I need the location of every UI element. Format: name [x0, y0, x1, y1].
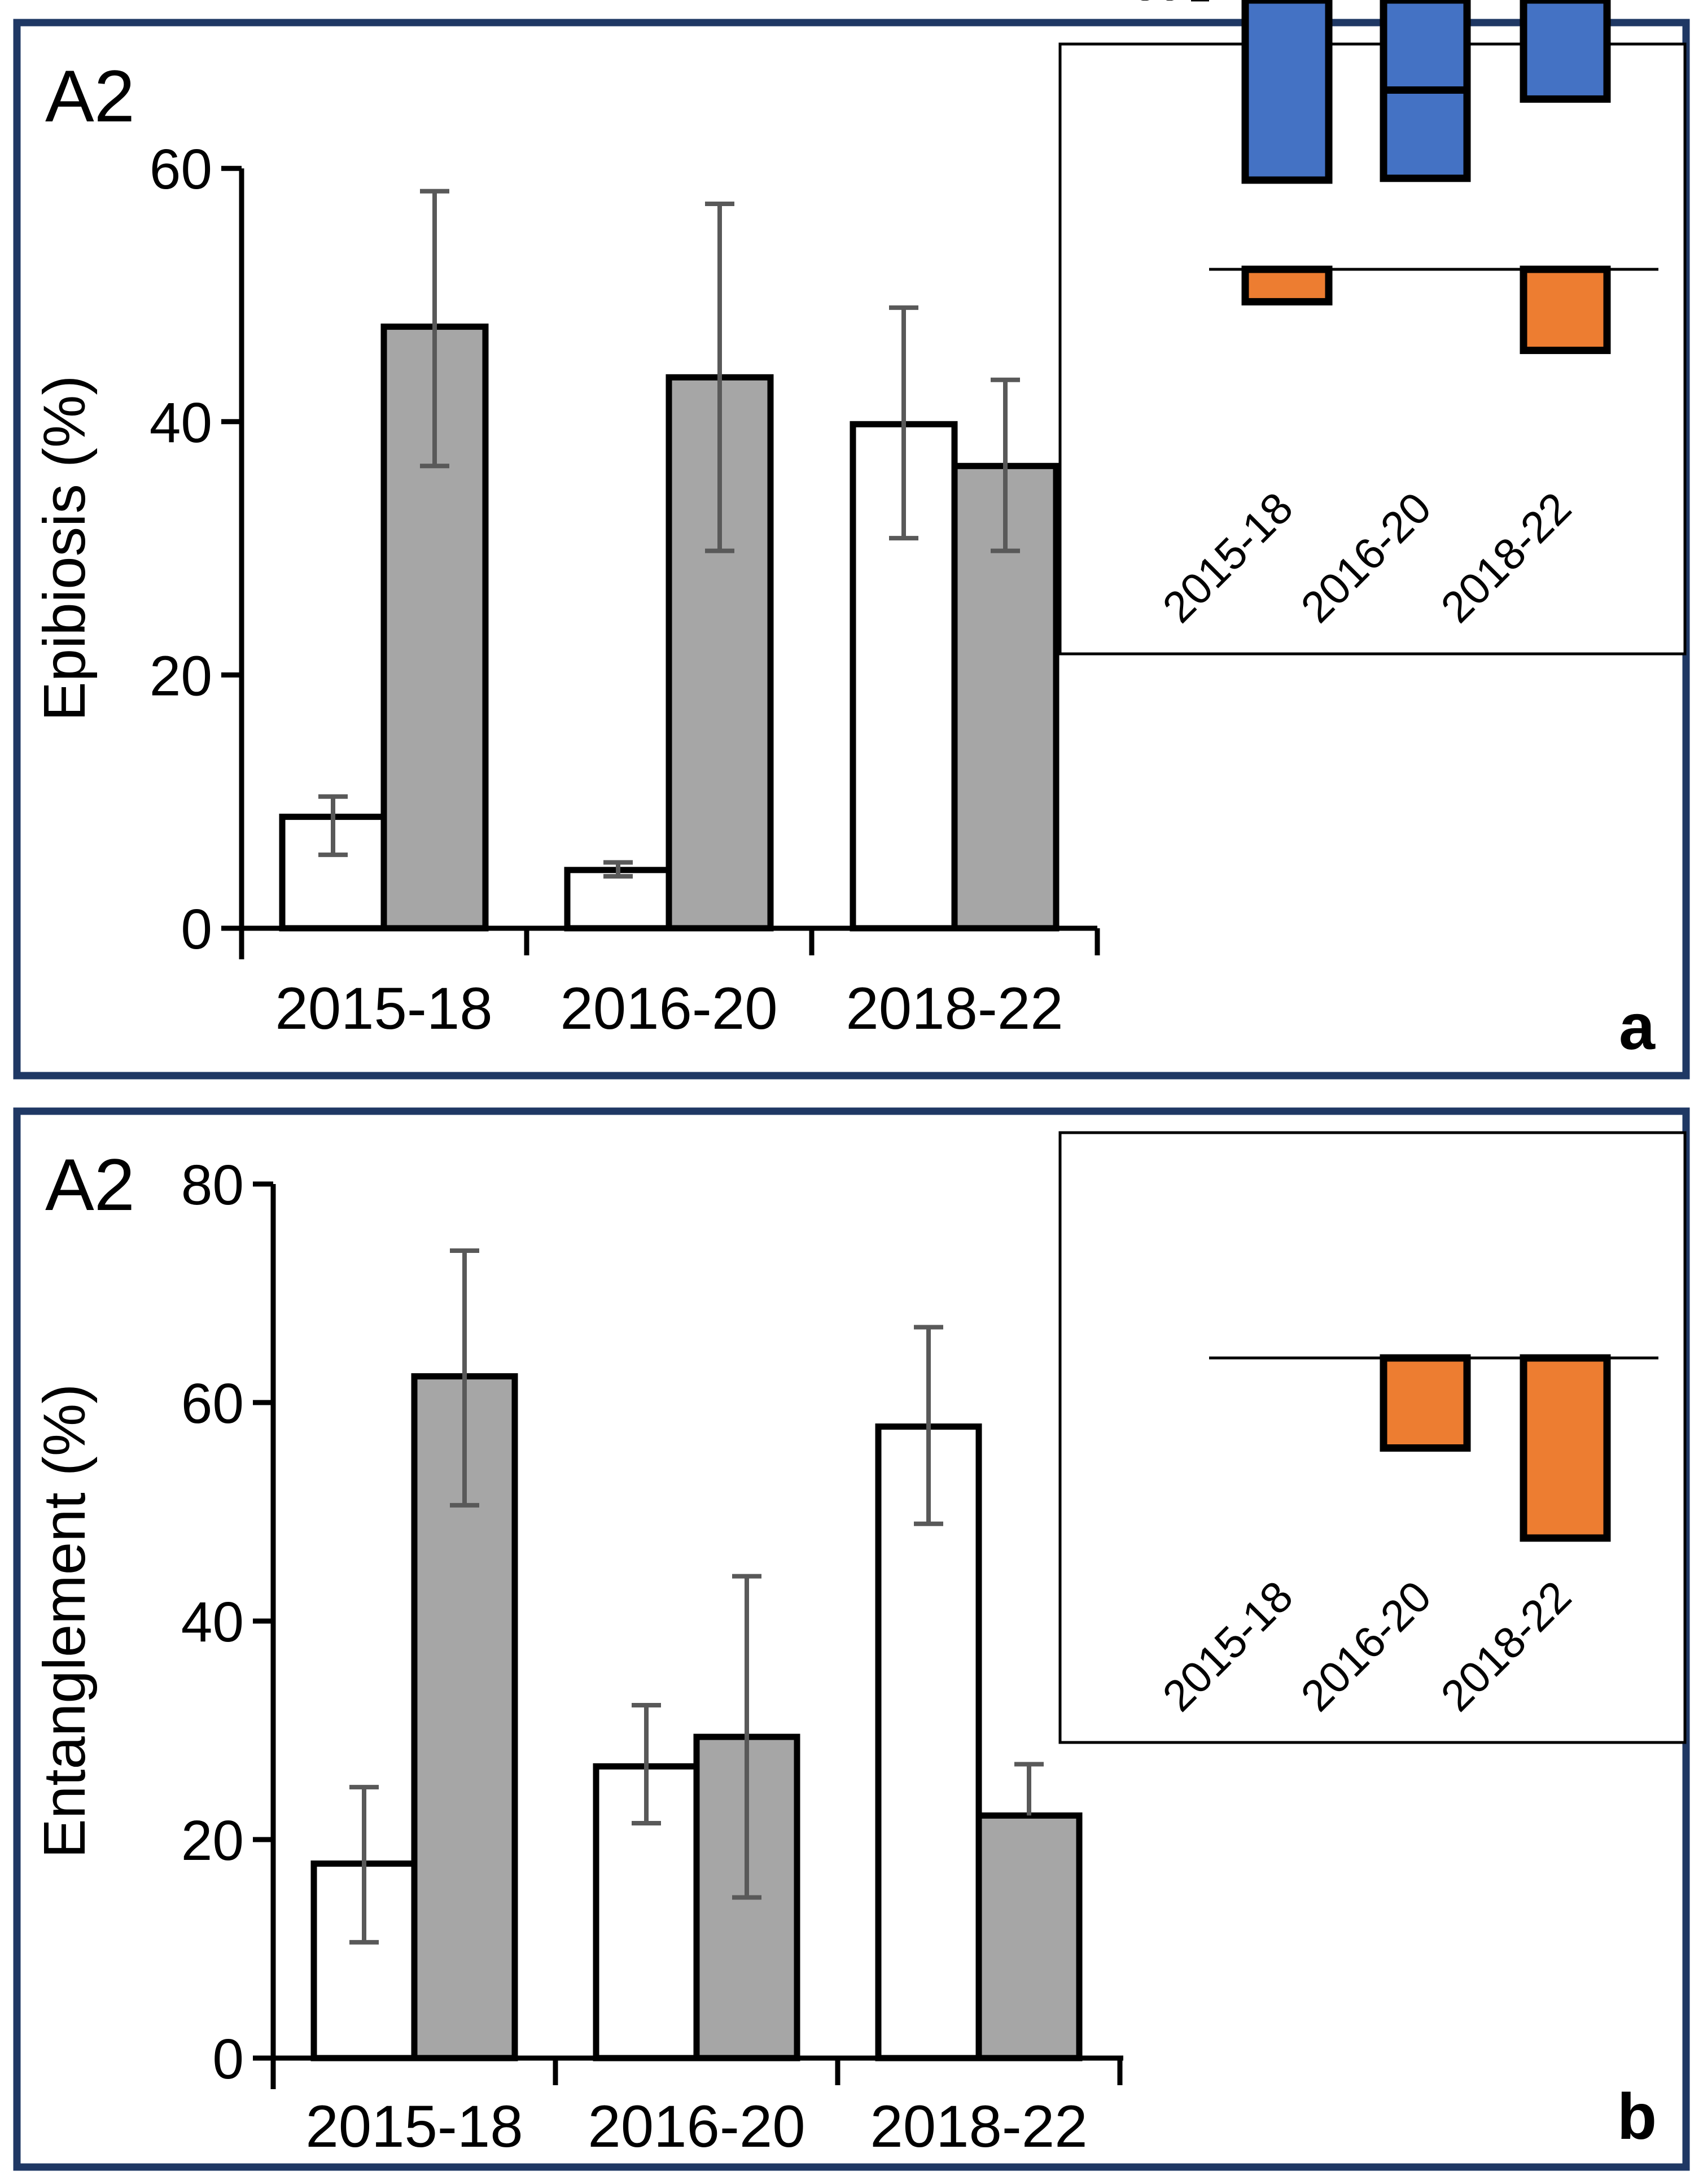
inset-y-tick-label: 0	[1158, 0, 1182, 10]
error-bar-white-bars-2018-22	[889, 305, 918, 541]
error-bar-gray-bars-2018-22	[991, 377, 1020, 553]
error-bar-white-bars-2016-20	[603, 860, 633, 879]
error-bar-gray-bars-2018-22	[1014, 1762, 1044, 1816]
inset-y-tick-label: -100	[1094, 0, 1182, 10]
error-bar-gray-bars-2015-18	[420, 189, 449, 469]
inset-bar-positive-2018-22	[1520, 0, 1611, 103]
error-bar-gray-bars-2016-20	[705, 202, 734, 553]
error-bar-gray-bars-2015-18	[450, 1248, 479, 1508]
panel-corner-label: b	[1617, 2081, 1657, 2153]
x-category-label: 2018-22	[846, 976, 1063, 1042]
inset-bar-positive-2016-20	[1380, 0, 1471, 94]
inset-y-tick-label: 0	[1158, 0, 1182, 10]
panel-title: A2	[45, 1143, 135, 1226]
inset-bar-negative-2015-18	[1241, 265, 1333, 305]
panel-b-main: 0 20 40 60 80 2015-18 2016-20 2018-22 Entangleme…	[32, 1154, 1123, 2160]
inset-y-tick-label: -50	[1118, 0, 1182, 10]
y-tick-label: 0	[212, 2028, 244, 2091]
panel-title: A2	[45, 55, 135, 137]
inset-y-tick-label: 100	[1109, 0, 1182, 10]
x-category-label: 2016-20	[588, 2094, 805, 2160]
x-category-label: 2015-18	[305, 2094, 523, 2160]
inset-y-tick-label: 50	[1133, 0, 1182, 10]
x-category-label: 2015-18	[275, 976, 492, 1042]
error-bar-white-bars-2018-22	[914, 1325, 943, 1526]
inset-bar-negative-2016-20	[1380, 1354, 1471, 1452]
inset-y-tick-label: -100	[1094, 0, 1182, 10]
inset-bar-positive-2015-18	[1241, 0, 1333, 184]
panel-corner-label: a	[1619, 991, 1656, 1063]
y-tick-label: 80	[181, 1154, 244, 1217]
y-axis-title: Entanglement (%)	[32, 1384, 98, 1858]
inset-bar-negative-2018-22	[1520, 1354, 1611, 1542]
x-category-label: 2016-20	[560, 976, 777, 1042]
panel-a: A2 a 0 20 40 60 2015-18 2016-20 2018-22 Epibiosis…	[13, 0, 1690, 1080]
y-tick-label: 60	[181, 1372, 244, 1435]
y-tick-label: 0	[181, 898, 212, 961]
bar-gray-bars-2018-22	[975, 1812, 1083, 2061]
error-bar-white-bars-2015-18	[349, 1785, 379, 1945]
panel-b: A2 b 0 20 40 60 80 2015-18 2016-20 2018-22 Entangl…	[13, 0, 1690, 2171]
error-bar-white-bars-2016-20	[632, 1702, 661, 1825]
error-bar-white-bars-2015-18	[318, 794, 348, 857]
error-bar-gray-bars-2016-20	[732, 1574, 761, 1900]
y-tick-label: 20	[181, 1809, 244, 1872]
panel-a-main: 0 20 40 60 2015-18 2016-20 2018-22 Epibiosis (%…	[32, 138, 1100, 1042]
y-axis-title: Epibiosis (%)	[32, 375, 98, 722]
y-tick-label: 20	[150, 644, 212, 707]
y-tick-label: 60	[150, 138, 212, 201]
y-tick-label: 40	[181, 1591, 244, 1654]
inset-y-tick-label: 100	[1109, 0, 1182, 10]
inset-y-tick-label: -50	[1118, 0, 1182, 10]
x-category-label: 2018-22	[870, 2094, 1087, 2160]
y-tick-label: 40	[150, 391, 212, 455]
bar-white-bars-2016-20	[564, 867, 672, 932]
inset-y-tick-label: 50	[1133, 0, 1182, 10]
inset-bar-negative-2018-22	[1520, 265, 1611, 355]
